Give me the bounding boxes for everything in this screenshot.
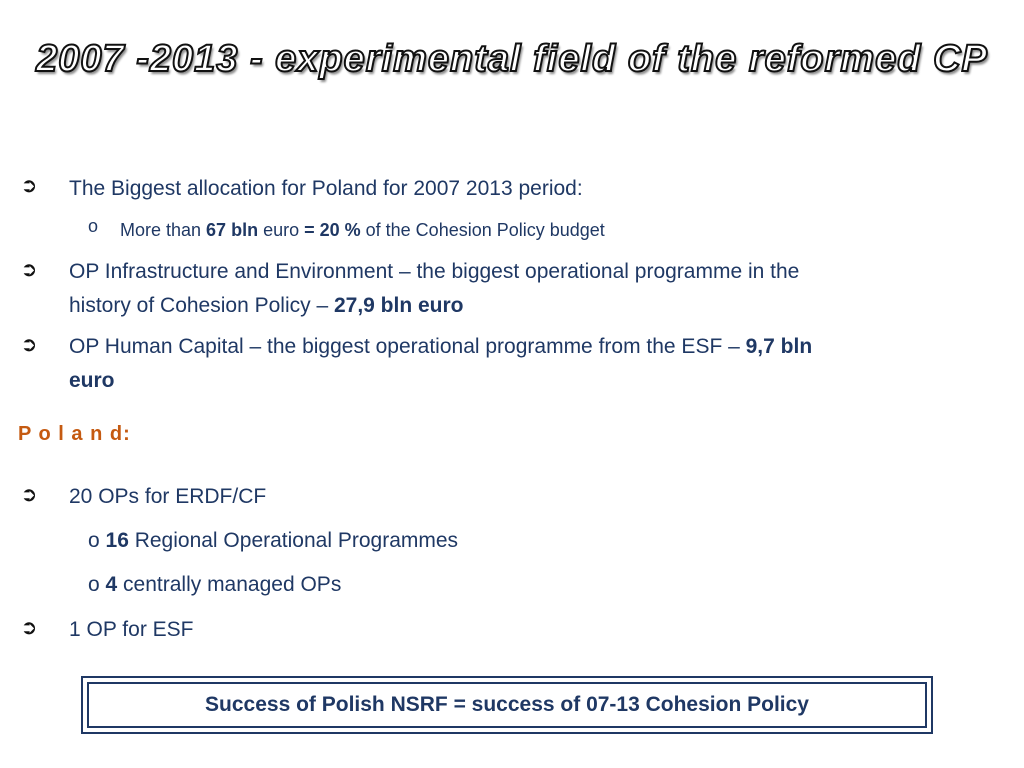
amount: 67 bln <box>206 220 259 240</box>
sub-bullet-marker: o <box>88 216 99 236</box>
count: 16 <box>105 529 129 552</box>
slide-title: 2007 -2013 - experimental field of the r… <box>35 37 988 81</box>
bullet-text: 20 OPs for ERDF/CF <box>69 485 267 508</box>
text: of the Cohesion Policy budget <box>360 220 605 240</box>
arrow-bullet-icon: ➲ <box>20 259 38 281</box>
summary-box: Success of Polish NSRF = success of 07-1… <box>81 676 933 734</box>
arrow-bullet-icon: ➲ <box>20 334 38 356</box>
summary-text: Success of Polish NSRF = success of 07-1… <box>87 682 927 728</box>
sub-bullet-text: o 4 centrally managed OPs <box>88 568 341 601</box>
arrow-bullet-icon: ➲ <box>20 175 38 197</box>
bullet-text: The Biggest allocation for Poland for 20… <box>69 177 583 200</box>
text: More than <box>120 220 207 240</box>
text: history of Cohesion Policy – <box>69 294 334 317</box>
bullet-text-cont: euro <box>69 369 115 392</box>
text: euro <box>258 220 305 240</box>
section-heading: P o l a n d: <box>18 423 131 445</box>
arrow-bullet-icon: ➲ <box>20 617 38 639</box>
amount: 27,9 bln euro <box>333 294 464 317</box>
text: Regional Operational Programmes <box>128 529 459 552</box>
bullet-text: 1 OP for ESF <box>69 618 194 641</box>
bullet-text-cont: history of Cohesion Policy – 27,9 bln eu… <box>69 289 464 322</box>
sub-bullet-marker: o <box>88 573 106 596</box>
text: centrally managed OPs <box>117 573 342 596</box>
count: 4 <box>105 573 118 596</box>
sub-bullet-marker: o <box>88 529 106 552</box>
arrow-bullet-icon: ➲ <box>20 484 38 506</box>
amount: 9,7 bln <box>745 335 813 358</box>
sub-bullet-text: o 16 Regional Operational Programmes <box>88 524 458 557</box>
percent: = 20 % <box>304 220 361 240</box>
text: OP Human Capital – the biggest operation… <box>69 335 746 358</box>
bullet-text: OP Human Capital – the biggest operation… <box>69 330 812 363</box>
sub-bullet-text: More than 67 bln euro = 20 % of the Cohe… <box>120 214 605 247</box>
bullet-text: OP Infrastructure and Environment – the … <box>69 260 800 283</box>
